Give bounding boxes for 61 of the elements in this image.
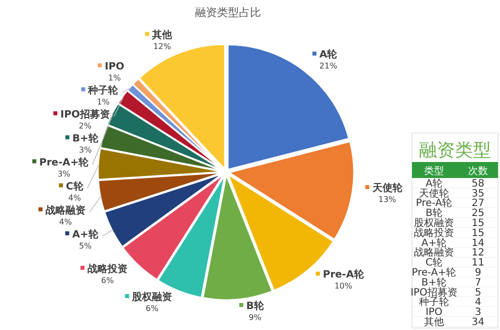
data-label: 6% xyxy=(101,276,114,285)
data-label: 58 xyxy=(472,178,484,190)
legend-label: A+轮 xyxy=(72,228,100,240)
data-label: 15 xyxy=(472,228,484,239)
data-label: 9% xyxy=(248,313,262,322)
legend-label: IPO招募资 xyxy=(60,108,110,120)
data-label: 15 xyxy=(472,218,484,229)
data-label: 21% xyxy=(319,62,338,71)
data-label: 3% xyxy=(79,145,92,154)
category-label: 天使轮 xyxy=(419,187,449,200)
data-label: 12% xyxy=(153,42,172,51)
data-label: 34 xyxy=(472,317,484,328)
legend-label: 股权融资 xyxy=(131,291,172,304)
data-label: 3% xyxy=(58,169,71,178)
legend-label: C轮 xyxy=(66,180,84,192)
data-label: 14 xyxy=(472,238,484,249)
data-label: 12 xyxy=(472,248,484,259)
legend-label: 种子轮 xyxy=(87,84,120,96)
data-label: 4% xyxy=(59,217,72,226)
category-label: A轮 xyxy=(426,177,442,190)
legend-label: 战略投资 xyxy=(87,262,128,275)
legend-label: B轮 xyxy=(246,300,265,312)
data-label: 2% xyxy=(78,121,92,130)
data-label: 4% xyxy=(68,193,82,202)
data-label: 25 xyxy=(472,208,484,220)
data-label: 10% xyxy=(334,282,353,291)
data-label: 1% xyxy=(96,97,110,106)
legend-label: 天使轮 xyxy=(371,182,404,194)
category-label: B+轮 xyxy=(421,276,447,288)
category-label: A+轮 xyxy=(421,236,447,249)
data-label: 27 xyxy=(472,198,484,210)
legend-label: Pre-A轮 xyxy=(322,268,365,281)
data-label: 6% xyxy=(146,304,159,314)
category-label: 战略投资 xyxy=(414,226,454,239)
legend-label: IPO xyxy=(104,61,124,72)
category-label: 种子轮 xyxy=(419,296,449,308)
data-label: 13% xyxy=(378,195,397,204)
text: 融资类型 xyxy=(419,140,491,161)
text: 类型 xyxy=(424,165,444,177)
category-label: Pre-A+轮 xyxy=(412,266,456,278)
data-label: 7 xyxy=(474,277,482,288)
legend-label: B+轮 xyxy=(72,132,100,144)
category-label: C轮 xyxy=(426,256,442,269)
data-label: 5 xyxy=(474,287,482,298)
category-label: 股权融资 xyxy=(414,217,454,229)
data-label: 1% xyxy=(108,73,122,82)
data-label: 9 xyxy=(474,268,482,278)
chart-title: 融资类型占比 xyxy=(195,6,261,19)
data-label: 35 xyxy=(472,188,484,200)
data-label: 5% xyxy=(78,241,92,250)
legend-label: A轮 xyxy=(319,48,338,61)
data-label: 11 xyxy=(472,258,484,269)
category-label: Pre-A轮 xyxy=(416,197,452,210)
legend-label: 其他 xyxy=(151,28,174,41)
legend-label: 战略融资 xyxy=(45,204,86,216)
data-label: 4 xyxy=(474,297,482,308)
legend-label: Pre-A+轮 xyxy=(39,156,90,168)
data-label: 3 xyxy=(474,307,482,318)
category-label: 其他 xyxy=(424,316,444,328)
text: 次数 xyxy=(468,166,488,177)
category-label: 战略融资 xyxy=(414,246,454,259)
